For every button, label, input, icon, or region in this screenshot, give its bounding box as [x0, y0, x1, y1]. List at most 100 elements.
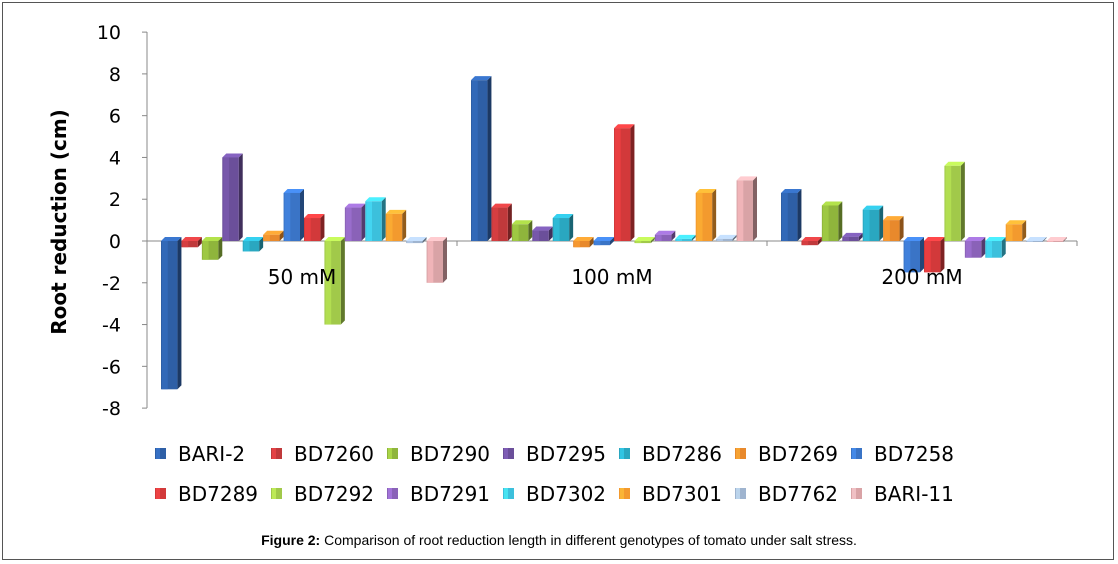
bar-bd7291-200mm — [964, 237, 986, 258]
bar-bd7286-200mm — [862, 205, 884, 241]
legend-item: BD7302 — [503, 482, 606, 506]
legend-item: BD7291 — [387, 482, 490, 506]
legend-swatch — [503, 488, 514, 499]
legend-swatch — [155, 488, 166, 499]
bar-bd7290-200mm — [821, 201, 843, 241]
bar-bd7258-100mm — [593, 237, 614, 246]
legend-label: BD7301 — [642, 482, 722, 506]
legend-label: BD7290 — [410, 442, 490, 466]
legend-item: BD7295 — [503, 442, 606, 466]
bar-bd7291-50mm — [344, 203, 366, 241]
bar-bd7290-100mm — [511, 220, 533, 241]
bar-bd7292-200mm — [944, 161, 965, 241]
y-tick-label: 8 — [109, 64, 121, 86]
bar-bd7260-100mm — [491, 203, 512, 241]
bar-bd7292-100mm — [634, 237, 655, 244]
bar-bd7295-50mm — [222, 153, 243, 241]
legend-label: BARI-2 — [178, 442, 245, 466]
figure-caption: Figure 2: Comparison of root reduction l… — [0, 532, 1118, 548]
legend-label: BD7269 — [758, 442, 838, 466]
x-category-label: 100 mM — [571, 265, 652, 289]
legend-label: BD7302 — [526, 482, 606, 506]
legend-swatch — [271, 488, 282, 499]
bar-bd7269-100mm — [573, 237, 594, 248]
bar-bd7302-200mm — [985, 237, 1006, 258]
axis-layer: -8 -6 -4 -2 0 2 4 6 8 10 — [97, 22, 1078, 420]
legend-label: BARI-11 — [874, 482, 954, 506]
legend-item: BD7286 — [619, 442, 722, 466]
legend-swatch — [387, 488, 398, 499]
legend-item: BD7762 — [735, 482, 838, 506]
legend-item: BD7292 — [271, 482, 374, 506]
legend-swatch — [851, 488, 862, 499]
legend-swatch — [619, 488, 630, 499]
legend-label: BD7289 — [178, 482, 258, 506]
legend-swatch — [155, 448, 166, 459]
bar-bd7289-100mm — [614, 124, 635, 241]
y-tick-label: 10 — [97, 22, 121, 44]
legend-item: BARI-2 — [155, 442, 245, 466]
bar-bd7290-50mm — [201, 237, 223, 260]
bar-bd7302-100mm — [675, 234, 696, 241]
legend-swatch — [735, 448, 746, 459]
y-tick-label: -6 — [102, 356, 121, 378]
bar-bd7292-50mm — [324, 237, 345, 325]
legend-label: BD7762 — [758, 482, 838, 506]
legend-swatch — [619, 448, 630, 459]
legend: BARI-2 BD7260 BD7290 BD7295 BD7286 BD7269 BD72… — [155, 442, 954, 506]
bar-bd7289-200mm — [924, 237, 945, 273]
legend-swatch — [735, 488, 746, 499]
bar-bd7301-200mm — [1005, 220, 1027, 241]
legend-label: BD7292 — [294, 482, 374, 506]
legend-swatch — [503, 448, 514, 459]
category-labels: 50 mM 100 mM 200 mM — [268, 265, 963, 289]
bar-bari-11-200mm — [1046, 237, 1067, 242]
bar-bd7295-100mm — [532, 226, 553, 241]
legend-item: BD7301 — [619, 482, 722, 506]
bar-bd7289-50mm — [304, 214, 325, 241]
bar-bd7269-50mm — [263, 230, 284, 241]
bar-bari-2-100mm — [471, 76, 492, 242]
bar-bd7260-200mm — [801, 237, 822, 246]
legend-label: BD7260 — [294, 442, 374, 466]
bar-bd7301-100mm — [695, 188, 717, 241]
legend-label: BD7258 — [874, 442, 954, 466]
bar-bd7258-200mm — [903, 237, 924, 273]
y-tick-label: 0 — [109, 231, 121, 253]
legend-label: BD7286 — [642, 442, 722, 466]
bar-bd7260-50mm — [181, 237, 202, 248]
bar-bd7295-200mm — [842, 232, 863, 241]
legend-item: BD7260 — [271, 442, 374, 466]
x-category-label: 200 mM — [881, 265, 962, 289]
bar-bd7762-50mm — [406, 237, 427, 244]
y-tick-label: -2 — [102, 273, 121, 295]
bar-bari-11-50mm — [426, 237, 447, 283]
legend-item: BD7290 — [387, 442, 490, 466]
y-tick-label: -4 — [102, 315, 121, 337]
legend-item: BD7289 — [155, 482, 258, 506]
bar-bd7762-200mm — [1026, 237, 1047, 242]
caption-label: Figure 2: — [261, 532, 321, 548]
legend-item: BARI-11 — [851, 482, 954, 506]
bar-bd7286-50mm — [242, 237, 264, 252]
legend-item: BD7258 — [851, 442, 954, 466]
legend-swatch — [851, 448, 862, 459]
bar-bari-2-50mm — [161, 237, 182, 390]
bar-bd7762-100mm — [716, 234, 737, 241]
legend-swatch — [387, 448, 398, 459]
legend-label: BD7295 — [526, 442, 606, 466]
bar-bari-2-200mm — [781, 188, 802, 241]
y-tick-label: 4 — [109, 147, 121, 169]
bar-bd7301-50mm — [385, 209, 407, 241]
y-tick-label: 6 — [109, 106, 121, 128]
legend-item: BD7269 — [735, 442, 838, 466]
bar-bari-11-100mm — [736, 176, 757, 241]
bar-bd7286-100mm — [552, 214, 574, 241]
y-tick-label: -8 — [102, 398, 121, 420]
bar-bd7302-50mm — [365, 197, 386, 241]
legend-label: BD7291 — [410, 482, 490, 506]
caption-text: Comparison of root reduction length in d… — [320, 532, 857, 548]
legend-swatch — [271, 448, 282, 459]
